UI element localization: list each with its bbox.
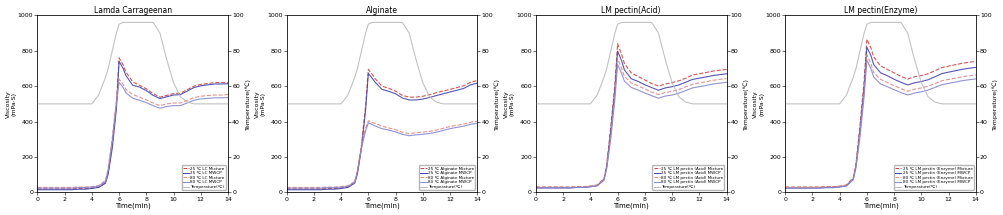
X-axis label: Time(min): Time(min) (862, 203, 898, 209)
Y-axis label: Viscosity
(mPa·S): Viscosity (mPa·S) (255, 90, 266, 118)
Title: Lamda Carrageenan: Lamda Carrageenan (93, 6, 172, 15)
Y-axis label: Viscosity
(mPa·S): Viscosity (mPa·S) (752, 90, 763, 118)
Legend: 25 ℃ Alginate Mixture, 25 ℃ Alginate MWCP, 80 ℃ Alginate Mixture, 80 ℃ Alginate : 25 ℃ Alginate Mixture, 25 ℃ Alginate MWC… (418, 165, 474, 190)
Title: LM pectin(Acid): LM pectin(Acid) (601, 6, 660, 15)
X-axis label: Time(min): Time(min) (364, 203, 399, 209)
X-axis label: Time(min): Time(min) (114, 203, 150, 209)
Title: LM pectin(Enzyme): LM pectin(Enzyme) (843, 6, 917, 15)
Y-axis label: Viscosity
(mPa·S): Viscosity (mPa·S) (504, 90, 515, 118)
Y-axis label: Temperature(℃): Temperature(℃) (245, 78, 251, 130)
Legend: 25 ℃ LC Mixture, 25 ℃ LC MWCP, 80 ℃ LC Mixture, 80 ℃ LC MWCP, Temperature(℃): 25 ℃ LC Mixture, 25 ℃ LC MWCP, 80 ℃ LC M… (182, 165, 226, 190)
X-axis label: Time(min): Time(min) (613, 203, 649, 209)
Title: Alginate: Alginate (366, 6, 397, 15)
Y-axis label: Temperature(℃): Temperature(℃) (992, 78, 997, 130)
Legend: 25 ℃ LM pectin (Enzyme) Mixture, 25 ℃ LM pectin (Enzyme) MWCP, 80 ℃ LM pectin (E: 25 ℃ LM pectin (Enzyme) Mixture, 25 ℃ LM… (893, 165, 973, 190)
Y-axis label: Viscosity
(mPa·S): Viscosity (mPa·S) (6, 90, 16, 118)
Legend: 25 ℃ LM pectin (Acid) Mixture, 25 ℃ LM pectin (Acid) MWCP, 80 ℃ LM pectin (Acid): 25 ℃ LM pectin (Acid) Mixture, 25 ℃ LM p… (652, 165, 724, 190)
Y-axis label: Temperature(℃): Temperature(℃) (743, 78, 748, 130)
Y-axis label: Temperature(℃): Temperature(℃) (493, 78, 499, 130)
